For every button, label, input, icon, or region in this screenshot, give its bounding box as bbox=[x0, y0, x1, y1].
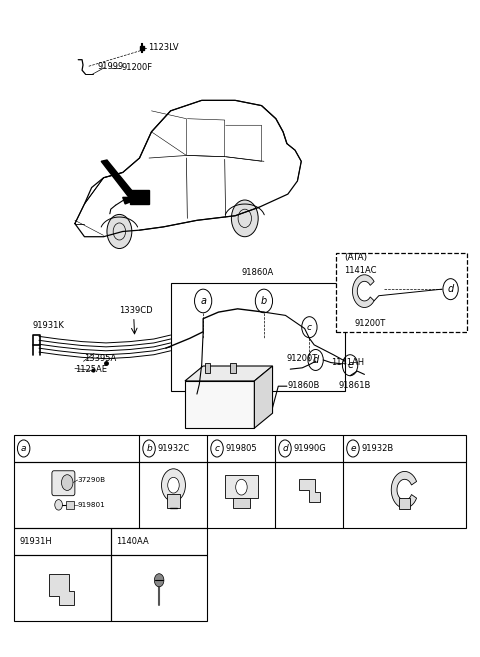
Polygon shape bbox=[123, 194, 135, 204]
Text: 91200T: 91200T bbox=[355, 319, 386, 328]
Bar bbox=[399, 497, 410, 509]
Polygon shape bbox=[101, 160, 135, 197]
Text: 919801: 919801 bbox=[78, 502, 106, 508]
Text: 91931H: 91931H bbox=[20, 537, 53, 546]
Text: b: b bbox=[146, 444, 152, 453]
Polygon shape bbox=[391, 472, 417, 508]
Text: 1123LV: 1123LV bbox=[148, 43, 178, 53]
Text: 1141AC: 1141AC bbox=[344, 266, 377, 275]
Text: 91200F: 91200F bbox=[121, 63, 153, 72]
Text: 91200T: 91200T bbox=[287, 353, 318, 363]
Text: b: b bbox=[261, 296, 267, 306]
Text: d: d bbox=[312, 355, 319, 365]
Polygon shape bbox=[130, 189, 149, 204]
Bar bbox=[336, 253, 468, 332]
Text: d: d bbox=[447, 284, 454, 294]
Text: a: a bbox=[21, 444, 26, 453]
Text: 91860B: 91860B bbox=[288, 381, 320, 390]
Polygon shape bbox=[49, 574, 74, 604]
Bar bbox=[185, 381, 254, 428]
Polygon shape bbox=[299, 479, 320, 501]
Bar bbox=[167, 493, 180, 508]
Circle shape bbox=[168, 478, 179, 493]
Bar bbox=[66, 501, 74, 509]
Text: e: e bbox=[347, 360, 353, 370]
Circle shape bbox=[107, 214, 132, 248]
Text: e: e bbox=[350, 444, 356, 453]
Text: (ATA): (ATA) bbox=[344, 253, 368, 262]
Polygon shape bbox=[352, 275, 374, 307]
Text: 91932B: 91932B bbox=[361, 444, 394, 453]
Text: 91990G: 91990G bbox=[294, 444, 326, 453]
Circle shape bbox=[231, 200, 258, 237]
Bar bbox=[170, 283, 345, 391]
Text: 91999: 91999 bbox=[97, 62, 124, 71]
Text: 1125AE: 1125AE bbox=[75, 365, 107, 374]
Circle shape bbox=[236, 480, 247, 495]
Polygon shape bbox=[185, 366, 273, 381]
Text: 91860A: 91860A bbox=[242, 268, 274, 277]
Circle shape bbox=[161, 469, 185, 501]
Bar bbox=[14, 528, 111, 555]
Polygon shape bbox=[254, 366, 273, 428]
Bar bbox=[14, 463, 466, 528]
Text: 91932C: 91932C bbox=[157, 444, 190, 453]
Text: 91861B: 91861B bbox=[338, 381, 371, 390]
Text: 13395A: 13395A bbox=[84, 354, 117, 363]
Text: d: d bbox=[282, 444, 288, 453]
Text: 91931K: 91931K bbox=[32, 321, 64, 330]
Bar bbox=[111, 555, 207, 621]
Circle shape bbox=[155, 574, 164, 587]
Circle shape bbox=[61, 475, 73, 490]
Text: a: a bbox=[200, 296, 206, 306]
Bar bbox=[230, 363, 236, 373]
Text: 37290B: 37290B bbox=[78, 477, 106, 483]
Text: 1141AH: 1141AH bbox=[331, 358, 364, 367]
Bar bbox=[14, 555, 111, 621]
Text: c: c bbox=[307, 323, 312, 332]
Text: c: c bbox=[215, 444, 219, 453]
Bar bbox=[233, 497, 250, 508]
Circle shape bbox=[55, 499, 62, 510]
Text: 1140AA: 1140AA bbox=[117, 537, 149, 546]
Bar bbox=[111, 528, 207, 555]
Text: 1339CD: 1339CD bbox=[120, 306, 153, 315]
Text: 919805: 919805 bbox=[226, 444, 257, 453]
Bar bbox=[225, 476, 258, 498]
Bar bbox=[14, 435, 466, 463]
FancyBboxPatch shape bbox=[52, 471, 75, 495]
Bar bbox=[204, 363, 210, 373]
